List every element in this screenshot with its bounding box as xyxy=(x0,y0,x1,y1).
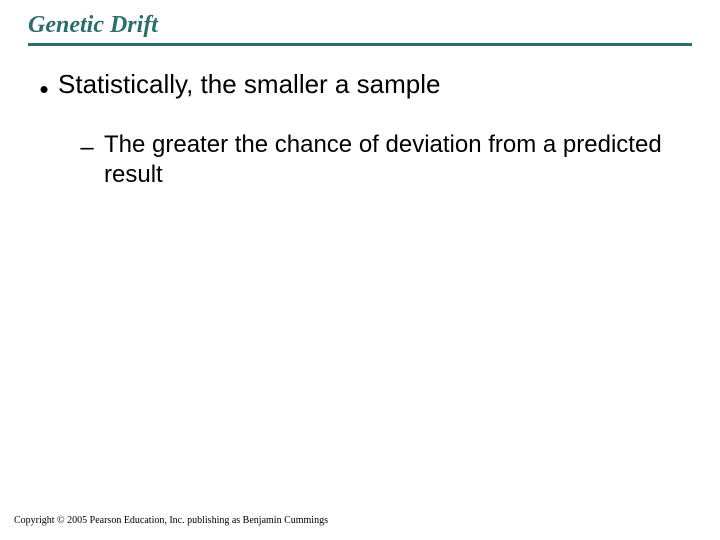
copyright-footer: Copyright © 2005 Pearson Education, Inc.… xyxy=(14,515,328,526)
slide-body: • Statistically, the smaller a sample – … xyxy=(28,46,692,190)
bullet-level1-text: Statistically, the smaller a sample xyxy=(58,68,692,101)
slide-title: Genetic Drift xyxy=(28,12,692,39)
bullet-dash-icon: – xyxy=(70,130,104,160)
bullet-dot-icon: • xyxy=(30,68,58,102)
bullet-level2: – The greater the chance of deviation fr… xyxy=(70,130,692,190)
bullet-level1: • Statistically, the smaller a sample xyxy=(30,68,692,102)
slide: Genetic Drift • Statistically, the small… xyxy=(0,0,720,540)
bullet-level2-text: The greater the chance of deviation from… xyxy=(104,130,692,190)
